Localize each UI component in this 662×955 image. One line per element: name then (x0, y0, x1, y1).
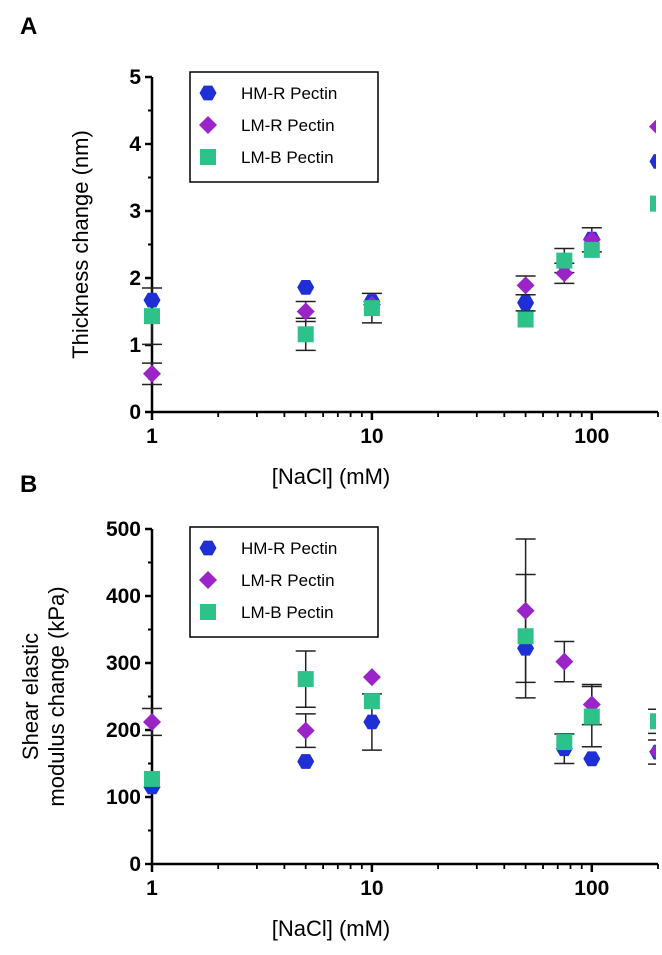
data-point-lm-r-pectin (297, 722, 315, 740)
y-tick-label: 1 (129, 334, 141, 357)
y-tick-label: 300 (106, 652, 141, 675)
data-point-hm-r-pectin (517, 295, 534, 310)
data-point-lm-b-pectin (144, 771, 160, 787)
y-tick-label: 100 (106, 786, 141, 809)
y-axis-title: Thickness change (nm) (68, 130, 93, 359)
x-tick-label: 10 (360, 425, 383, 448)
x-tick-label: 100 (574, 425, 609, 448)
y-tick-label: 400 (106, 585, 141, 608)
data-point-lm-b-pectin (364, 693, 380, 709)
data-point-hm-r-pectin (583, 751, 600, 766)
panel-label: B (20, 471, 37, 498)
data-point-lm-r-pectin (517, 602, 535, 620)
x-axis-title: [NaCl] (mM) (272, 464, 391, 489)
data-point-hm-r-pectin (363, 715, 380, 730)
legend: HM-R Pectin LM-R Pectin LM-B Pectin (190, 527, 378, 637)
data-point-lm-r-pectin (363, 668, 381, 686)
data-point-lm-b-pectin (556, 253, 572, 269)
data-point-lm-r-pectin (555, 653, 573, 671)
data-point-lm-b-pectin (298, 671, 314, 687)
y-tick-label: 200 (106, 719, 141, 742)
legend-marker (200, 149, 216, 165)
x-axis-title: [NaCl] (mM) (272, 916, 391, 941)
data-point-lm-r-pectin (517, 276, 535, 294)
legend-label: LM-R Pectin (241, 116, 335, 135)
legend-label: LM-R Pectin (241, 571, 335, 590)
legend: HM-R Pectin LM-R Pectin LM-B Pectin (190, 72, 378, 182)
data-point-lm-b-pectin (144, 308, 160, 324)
legend-label: LM-B Pectin (241, 148, 334, 167)
data-point-lm-b-pectin (650, 196, 662, 212)
y-axis-title: modulus change (kPa) (44, 586, 69, 806)
data-point-lm-b-pectin (518, 628, 534, 644)
data-point-lm-r-pectin (649, 118, 662, 136)
data-point-lm-b-pectin (650, 713, 662, 729)
data-point-hm-r-pectin (650, 154, 662, 169)
chart-panel-b: B 0 100 200 300 400 500 1 10 100 [NaCl] (mM) Shear … (18, 471, 662, 941)
data-point-lm-b-pectin (364, 300, 380, 316)
panel-label: A (20, 13, 37, 40)
x-tick-label: 100 (574, 877, 609, 900)
data-point-lm-r-pectin (143, 365, 161, 383)
x-tick-label: 10 (360, 877, 383, 900)
y-tick-label: 0 (129, 401, 141, 424)
data-point-hm-r-pectin (297, 754, 314, 769)
y-axis-title: Shear elastic (18, 633, 43, 760)
x-tick-label: 1 (146, 877, 158, 900)
legend-marker (200, 604, 216, 620)
y-tick-label: 2 (129, 267, 141, 290)
legend-label: LM-B Pectin (241, 603, 334, 622)
data-point-lm-b-pectin (298, 326, 314, 342)
legend-label: HM-R Pectin (241, 84, 337, 103)
x-tick-label: 1 (146, 425, 158, 448)
data-point-lm-r-pectin (649, 742, 662, 760)
data-point-hm-r-pectin (297, 280, 314, 295)
y-tick-label: 500 (106, 518, 141, 541)
legend-label: HM-R Pectin (241, 539, 337, 558)
data-point-lm-b-pectin (584, 709, 600, 725)
y-tick-label: 0 (129, 853, 141, 876)
y-tick-label: 3 (129, 200, 141, 223)
y-tick-label: 4 (129, 133, 141, 156)
data-point-lm-r-pectin (143, 713, 161, 731)
data-point-lm-b-pectin (584, 242, 600, 258)
data-point-lm-b-pectin (556, 734, 572, 750)
data-point-hm-r-pectin (144, 293, 161, 308)
data-point-lm-b-pectin (518, 312, 534, 328)
y-tick-label: 5 (129, 66, 141, 89)
